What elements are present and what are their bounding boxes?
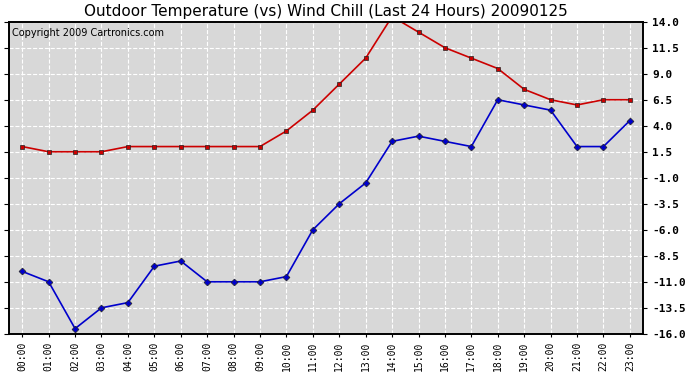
Text: Copyright 2009 Cartronics.com: Copyright 2009 Cartronics.com [12, 28, 164, 38]
Title: Outdoor Temperature (vs) Wind Chill (Last 24 Hours) 20090125: Outdoor Temperature (vs) Wind Chill (Las… [84, 4, 568, 19]
